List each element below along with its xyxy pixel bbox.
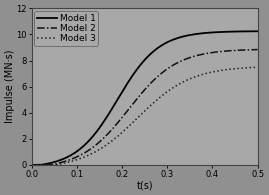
Model 2 xyxy=(53,163,56,165)
Model 3 xyxy=(53,164,56,166)
Model 1 xyxy=(210,31,214,34)
Model 1 xyxy=(129,76,133,79)
Model 3 xyxy=(206,72,210,74)
Model 1 xyxy=(30,164,33,166)
Model 1 xyxy=(256,30,259,32)
Y-axis label: Impulse (MN·s): Impulse (MN·s) xyxy=(5,50,15,123)
Model 3 xyxy=(256,66,259,68)
Model 1 xyxy=(53,161,56,163)
Line: Model 3: Model 3 xyxy=(32,67,258,165)
Legend: Model 1, Model 2, Model 3: Model 1, Model 2, Model 3 xyxy=(34,11,98,46)
Model 2 xyxy=(206,52,210,54)
Model 1 xyxy=(121,89,125,92)
Model 3 xyxy=(129,123,133,125)
Model 2 xyxy=(185,58,188,60)
Model 2 xyxy=(30,164,33,166)
Model 2 xyxy=(129,105,133,107)
Model 2 xyxy=(121,115,125,117)
Line: Model 1: Model 1 xyxy=(32,31,258,165)
Model 3 xyxy=(30,164,33,166)
Model 3 xyxy=(121,130,125,133)
Model 2 xyxy=(256,48,259,51)
Model 1 xyxy=(185,35,188,37)
Model 2 xyxy=(210,51,214,54)
Model 3 xyxy=(185,79,188,81)
Model 3 xyxy=(210,71,214,73)
X-axis label: t(s): t(s) xyxy=(136,180,153,190)
Line: Model 2: Model 2 xyxy=(32,50,258,165)
Model 1 xyxy=(206,32,210,34)
